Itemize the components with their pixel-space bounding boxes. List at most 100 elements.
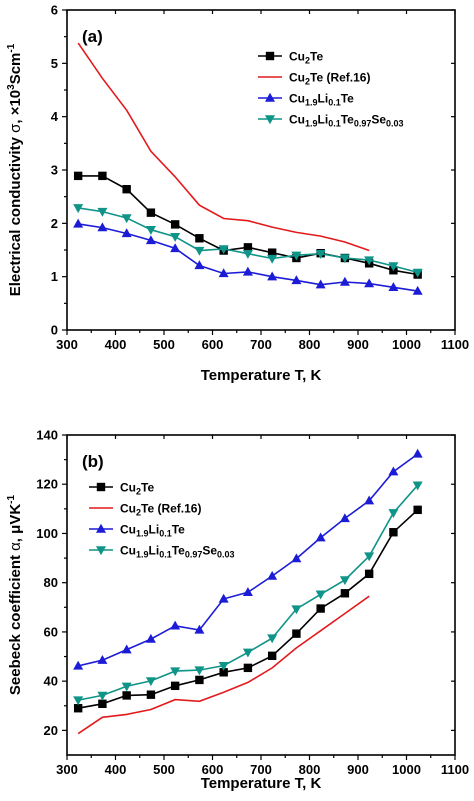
series-0 [73, 505, 422, 713]
text-run: Cu [289, 92, 305, 106]
series-3 [73, 481, 423, 706]
series-line [77, 595, 370, 735]
y-axis-title-part: σ [7, 123, 24, 133]
y-tick-label: 20 [44, 723, 58, 738]
x-axis-title: Temperature T, K [201, 775, 322, 792]
text-run: Cu [120, 523, 136, 537]
x-tick-label: 800 [299, 762, 321, 777]
data-point [267, 254, 278, 264]
legend-swatch-marker [96, 523, 106, 533]
text-run: 2 [305, 77, 310, 87]
x-tick-label: 900 [347, 762, 369, 777]
text-run: Te [172, 544, 185, 558]
legend-swatch-marker [265, 92, 275, 102]
text-run: 0.97 [354, 119, 372, 129]
data-point [194, 666, 205, 676]
text-run: Te (Ref.16) [141, 502, 201, 516]
text-run: Li [318, 92, 329, 106]
y-axis-title-part: Electrical conductivity [7, 133, 24, 296]
data-point [98, 171, 107, 181]
data-point [145, 235, 156, 245]
data-point [145, 677, 156, 687]
y-tick-label: 4 [51, 109, 59, 124]
series-line [77, 42, 370, 252]
data-point [170, 681, 180, 691]
data-point [412, 448, 423, 458]
text-run: Cu [289, 50, 305, 64]
data-point [194, 624, 205, 634]
data-point [97, 691, 108, 701]
legend-entry: Cu1.9Li0.1Te0.97Se0.03 [258, 113, 404, 129]
x-tick-label: 1100 [441, 337, 469, 352]
x-tick-label: 1000 [392, 762, 421, 777]
legend-entry: Cu2Te (Ref.16) [89, 502, 201, 518]
text-run: Se [371, 113, 386, 127]
text-run: 2 [305, 56, 310, 66]
data-point [145, 633, 156, 643]
x-tick-label: 400 [105, 337, 127, 352]
data-point [194, 246, 205, 256]
text-run: Te [341, 113, 354, 127]
data-point [388, 282, 399, 292]
y-axis-title-part: Scm [7, 53, 24, 85]
data-point [121, 228, 132, 238]
data-point [364, 552, 375, 562]
legend-entry: Cu1.9Li0.1Te [89, 523, 185, 539]
data-point [316, 604, 325, 613]
y-axis-title-part: , μVK [7, 504, 24, 543]
data-point [73, 218, 84, 228]
x-tick-label: 300 [56, 337, 78, 352]
data-point [146, 208, 156, 217]
text-run: Li [318, 113, 329, 127]
data-point [291, 275, 302, 285]
data-point [388, 466, 399, 476]
data-point [291, 251, 302, 261]
y-tick-label: 120 [36, 477, 58, 492]
legend-label: Cu2Te (Ref.16) [289, 71, 370, 87]
data-point [121, 214, 132, 224]
legend-label: Cu1.9Li0.1Te0.97Se0.03 [120, 544, 235, 560]
text-run: Cu [120, 481, 136, 495]
series-1 [77, 42, 370, 252]
text-run: 0.1 [328, 119, 341, 129]
data-point [292, 629, 301, 638]
data-point [195, 675, 204, 685]
y-tick-label: 2 [51, 216, 58, 231]
x-tick-label: 700 [250, 337, 272, 352]
data-point [242, 587, 253, 596]
data-point [267, 570, 278, 580]
data-point [412, 481, 423, 491]
data-point [170, 232, 181, 242]
series-line [78, 509, 419, 709]
data-point [364, 569, 374, 579]
text-run: Cu [289, 113, 305, 127]
legend-label: Cu2Te [289, 50, 323, 66]
data-point [194, 260, 205, 270]
x-tick-label: 800 [299, 337, 321, 352]
y-axis-title: Seebeck coefficient α, μVK-1 [6, 494, 24, 695]
data-point [315, 532, 326, 542]
text-run: Cu [120, 502, 136, 516]
data-point [364, 495, 375, 505]
y-tick-label: 60 [44, 624, 58, 639]
legend-swatch-marker [265, 115, 275, 125]
data-point [121, 682, 132, 692]
y-tick-label: 140 [36, 428, 58, 443]
series-3 [73, 204, 423, 278]
y-axis-title-part: -1 [6, 43, 17, 52]
data-point [339, 276, 350, 286]
x-tick-label: 400 [105, 762, 127, 777]
legend-label: Cu2Te (Ref.16) [120, 502, 201, 518]
data-point [218, 661, 229, 671]
data-point [315, 590, 326, 600]
text-run: Te [172, 523, 185, 537]
y-tick-label: 5 [51, 56, 58, 71]
data-point [170, 243, 181, 253]
text-run: Te [310, 50, 323, 64]
text-run: 1.9 [305, 98, 318, 108]
text-run: 0.1 [159, 529, 172, 539]
series-2 [73, 218, 423, 295]
text-run: 1.9 [136, 529, 149, 539]
data-point [73, 696, 84, 706]
data-point [219, 668, 228, 677]
